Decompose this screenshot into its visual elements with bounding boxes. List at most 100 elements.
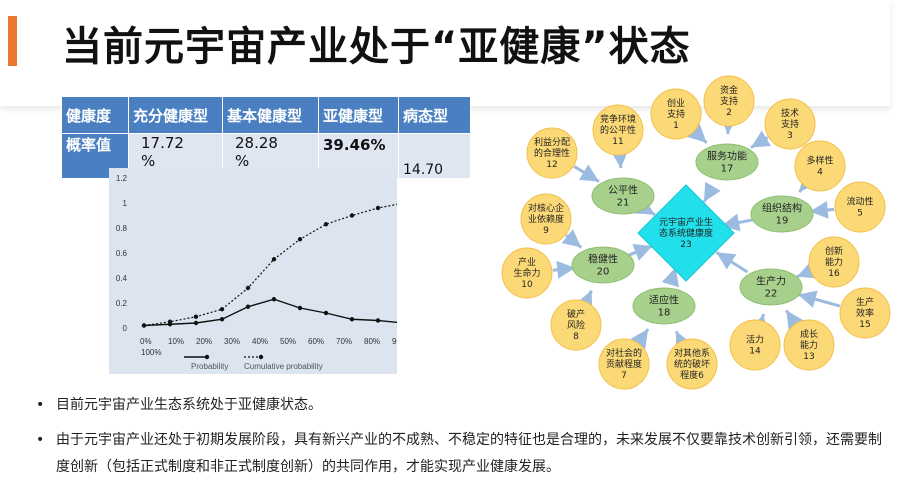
x-tick-label: 0% [140, 337, 152, 346]
y-tick-label: 0.2 [116, 299, 128, 308]
diagram-arrow [561, 229, 583, 249]
chart-svg: 0 0.2 0.4 0.6 0.8 1 1.2 0% 10% 20% 30% 40% 50% 60% 70%… [116, 174, 397, 371]
x-tick-label: 100% [141, 348, 161, 357]
x-tick-label: 50% [280, 337, 296, 346]
factor-node-label-line: 活力 [746, 334, 764, 346]
factor-node [666, 338, 718, 390]
health-probability-table: 健康度 充分健康型 基本健康型 亚健康型 病态型 概率值 17.72 % 28.… [61, 96, 471, 179]
factor-node-label-line: 多样性 [806, 155, 833, 167]
diagram-arrow [797, 290, 841, 308]
factor-node-label: 对社会的贡献程度 7 [606, 347, 642, 381]
bullet-text: 目前元宇宙产业生态系统处于亚健康状态。 [56, 397, 322, 413]
diagram-arrow [750, 130, 772, 149]
dimension-node-label: 公平性 21 [608, 184, 638, 209]
diagram-arrow [573, 164, 600, 183]
factor-node-label-line: 资金 [720, 84, 738, 96]
y-tick-label: 0 [123, 324, 128, 333]
data-point [193, 320, 199, 326]
dimension-node-label-line: 组织结构 [762, 202, 802, 215]
factor-node-label: 生产效率 15 [856, 296, 874, 330]
dimension-node [571, 246, 635, 284]
factor-node-label-line: 对社会的 [606, 347, 642, 359]
data-point [297, 305, 303, 311]
factor-node [598, 338, 650, 390]
x-tick-label: 30% [224, 337, 240, 346]
dimension-node-label-line: 适应性 [649, 294, 679, 307]
data-point [349, 213, 355, 218]
factor-node-label: 流动性 5 [846, 196, 873, 219]
factor-node-label: 竞争环境的公平性 11 [600, 113, 636, 147]
factor-node-label-line: 能力 [800, 339, 818, 351]
factor-node-label-line: 产业 [518, 256, 536, 268]
factor-node-label-line: 破产 [567, 308, 585, 320]
factor-node [501, 247, 553, 299]
table-header: 亚健康型 [318, 96, 399, 134]
dimension-node [591, 177, 655, 215]
dimension-node-label-line: 20 [597, 267, 610, 278]
factor-node-label-line: 11 [612, 137, 623, 147]
factor-node-label-line: 流动性 [846, 196, 873, 208]
factor-node-label-line: 业依赖度 [528, 213, 564, 225]
table-header: 健康度 [61, 96, 129, 134]
bullet-dot: • [36, 432, 45, 448]
factor-node-label-line: 3 [787, 131, 793, 141]
dimension-node-label-line: 21 [617, 198, 630, 209]
factor-node-label: 利益分配的合理性 12 [534, 136, 570, 170]
diagram-arrow [702, 181, 721, 203]
x-tick-label: 60% [308, 337, 324, 346]
factor-node [703, 75, 755, 127]
probability-chart: 0 0.2 0.4 0.6 0.8 1 1.2 0% 10% 20% 30% 40% 50% 60% 70%… [109, 168, 397, 374]
factor-node-label-line: 对核心企 [528, 202, 564, 214]
center-node-label-line: 23 [680, 240, 691, 250]
factor-node-label-line: 利益分配 [534, 136, 570, 148]
legend-marker [258, 354, 264, 360]
x-tick-label: 70% [336, 337, 352, 346]
factor-node-label-line: 竞争环境 [600, 113, 636, 125]
slide-title: 当前元宇宙产业处于“亚健康”状态 [62, 24, 691, 70]
factor-node-label-line: 成长 [800, 328, 818, 340]
table-header: 充分健康型 [128, 96, 223, 134]
dimension-node [695, 143, 759, 181]
factor-node [729, 319, 781, 371]
y-tick-label: 1.2 [116, 174, 128, 183]
factor-node-label-line: 8 [573, 332, 579, 342]
center-node-label: 元宇宙产业生态系统健康度 23 [659, 216, 713, 250]
diagram-arrow [628, 244, 653, 261]
factor-node-label-line: 的合理性 [534, 147, 570, 159]
factor-node-label: 活力 14 [746, 334, 764, 357]
data-point [323, 222, 329, 227]
data-point [245, 304, 251, 309]
dimension-node-label: 服务功能 17 [707, 150, 747, 175]
x-tick-label: 90% [392, 337, 397, 346]
dimension-node-label-line: 18 [658, 308, 671, 319]
factor-node-label-line: 16 [828, 269, 840, 279]
title-accent-bar [8, 16, 17, 66]
diagram-arrow [610, 149, 629, 169]
factor-node-label-line: 风险 [567, 319, 585, 331]
x-tick-label: 10% [168, 337, 184, 346]
factor-node-label: 技术支持 3 [781, 107, 799, 141]
cell-value: 17.72 % [141, 134, 184, 170]
factor-node [764, 98, 816, 150]
factor-node [650, 88, 702, 140]
dimension-node-label-line: 生产力 [756, 275, 786, 288]
data-point [349, 317, 355, 322]
diagram-arrow [630, 328, 650, 349]
factor-node-label-line: 10 [521, 280, 533, 290]
factor-node-label: 创新能力 16 [825, 245, 843, 279]
dimension-node-label-line: 服务功能 [707, 150, 747, 163]
diagram-arrow [552, 260, 576, 279]
x-tick-label: 40% [252, 337, 268, 346]
factor-node-label-line: 能力 [825, 256, 843, 268]
center-node-label-line: 态系统健康度 [659, 227, 713, 239]
x-tick-label: 80% [364, 337, 380, 346]
factor-node [592, 104, 644, 156]
y-tick-label: 1 [123, 199, 128, 208]
dimension-node [750, 195, 814, 233]
factor-node [520, 193, 572, 245]
bullet-item: • 目前元宇宙产业生态系统处于亚健康状态。 [30, 392, 890, 419]
dimension-node-label: 组织结构 19 [762, 202, 802, 227]
dimension-node-label-line: 稳健性 [588, 253, 618, 266]
table-cell: 14.70 [398, 133, 471, 179]
center-node-label-line: 元宇宙产业生 [659, 216, 713, 228]
